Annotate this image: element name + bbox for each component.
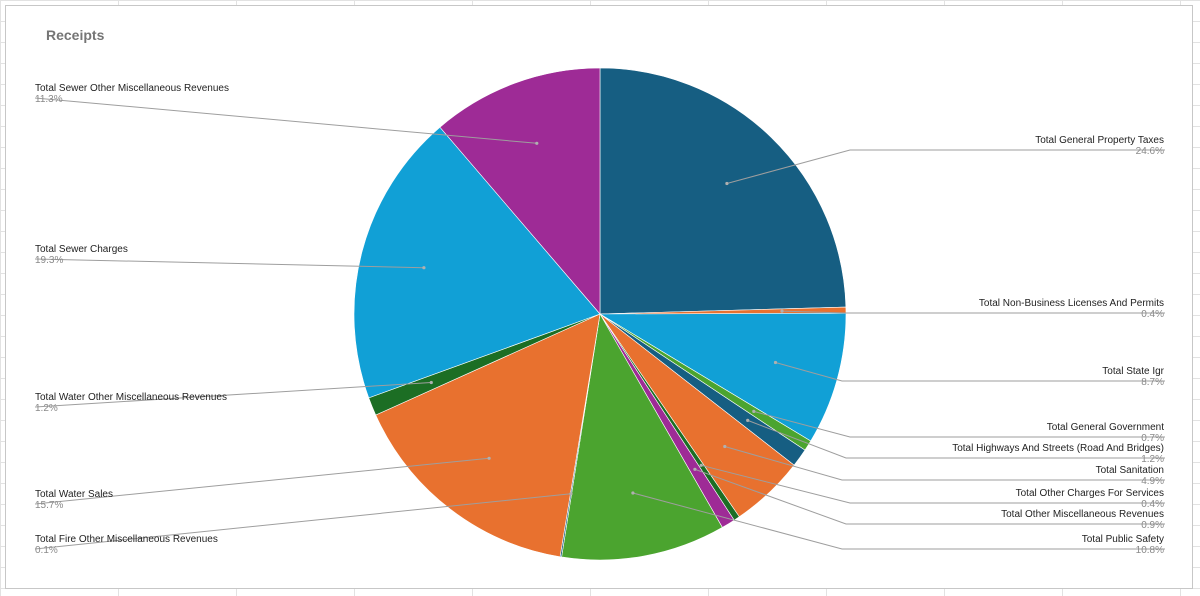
slice-name-label: Total Fire Other Miscellaneous Revenues <box>35 534 218 545</box>
pie-slice[interactable] <box>439 67 601 315</box>
pie-slice[interactable] <box>561 313 723 561</box>
leader-line <box>694 468 1165 525</box>
slice-percent-label: 19.3% <box>35 255 63 266</box>
leader-dot <box>752 409 756 413</box>
leader-line <box>34 382 432 408</box>
leader-dot <box>773 360 778 365</box>
leader-dot <box>725 181 729 186</box>
slice-percent-label: 15.7% <box>35 500 63 511</box>
leader-dot <box>699 463 703 467</box>
leader-line <box>701 464 1165 504</box>
slice-name-label: Total Public Safety <box>1082 534 1164 545</box>
slice-name-label: Total Sewer Charges <box>35 244 128 255</box>
leader-lines <box>34 97 1165 550</box>
leader-line <box>34 97 537 144</box>
slice-name-label: Total Non-Business Licenses And Permits <box>979 298 1164 309</box>
leader-dot <box>631 491 635 495</box>
leader-line <box>781 310 1165 314</box>
slice-name-label: Total Water Sales <box>35 489 113 500</box>
leader-dot <box>780 309 784 313</box>
slice-percent-label: 0.4% <box>1141 499 1164 510</box>
leader-dot <box>746 418 750 422</box>
pie-slices <box>353 67 847 561</box>
leader-line <box>724 446 1165 481</box>
slice-percent-label: 0.9% <box>1141 520 1164 531</box>
pie-slice[interactable] <box>599 67 847 315</box>
chart-title: Receipts <box>46 27 105 43</box>
leader-dot <box>535 141 539 145</box>
leader-dot <box>422 266 426 270</box>
slice-name-label: Total Sewer Other Miscellaneous Revenues <box>35 83 229 94</box>
slice-percent-label: 0.7% <box>1141 433 1164 444</box>
leader-dot <box>569 492 573 496</box>
leader-line <box>753 410 1165 438</box>
leader-line <box>34 493 572 550</box>
slice-name-label: Total General Property Taxes <box>1035 135 1164 146</box>
leader-line <box>632 492 1165 550</box>
pie-slice[interactable] <box>353 126 601 399</box>
slice-percent-label: 11.3% <box>35 94 63 105</box>
leader-line <box>34 457 490 505</box>
slice-name-label: Total General Government <box>1047 422 1165 433</box>
slice-name-label: Total Sanitation <box>1096 465 1164 476</box>
leader-line <box>747 419 1165 459</box>
slice-percent-label: 24.6% <box>1136 146 1164 157</box>
slice-percent-label: 10.8% <box>1136 545 1164 556</box>
slice-percent-label: 0.4% <box>1141 309 1164 320</box>
slice-name-label: Total State Igr <box>1102 366 1164 377</box>
leader-dot <box>693 467 697 471</box>
leader-dot <box>723 444 727 449</box>
slice-percent-label: 0.1% <box>35 545 58 556</box>
slice-name-label: Total Other Miscellaneous Revenues <box>1001 509 1164 520</box>
slice-percent-label: 1.2% <box>35 403 58 414</box>
leader-line <box>726 149 1165 184</box>
slice-name-label: Total Other Charges For Services <box>1016 488 1164 499</box>
slice-percent-label: 1.2% <box>1141 454 1164 465</box>
slice-percent-label: 8.7% <box>1141 377 1164 388</box>
leader-dot <box>429 380 433 385</box>
slice-name-label: Total Water Other Miscellaneous Revenues <box>35 392 227 403</box>
leader-line <box>775 362 1165 382</box>
slice-name-label: Total Highways And Streets (Road And Bri… <box>952 443 1164 454</box>
leader-line <box>34 258 424 269</box>
slice-percent-label: 4.9% <box>1141 476 1164 487</box>
leader-dot <box>487 456 491 460</box>
